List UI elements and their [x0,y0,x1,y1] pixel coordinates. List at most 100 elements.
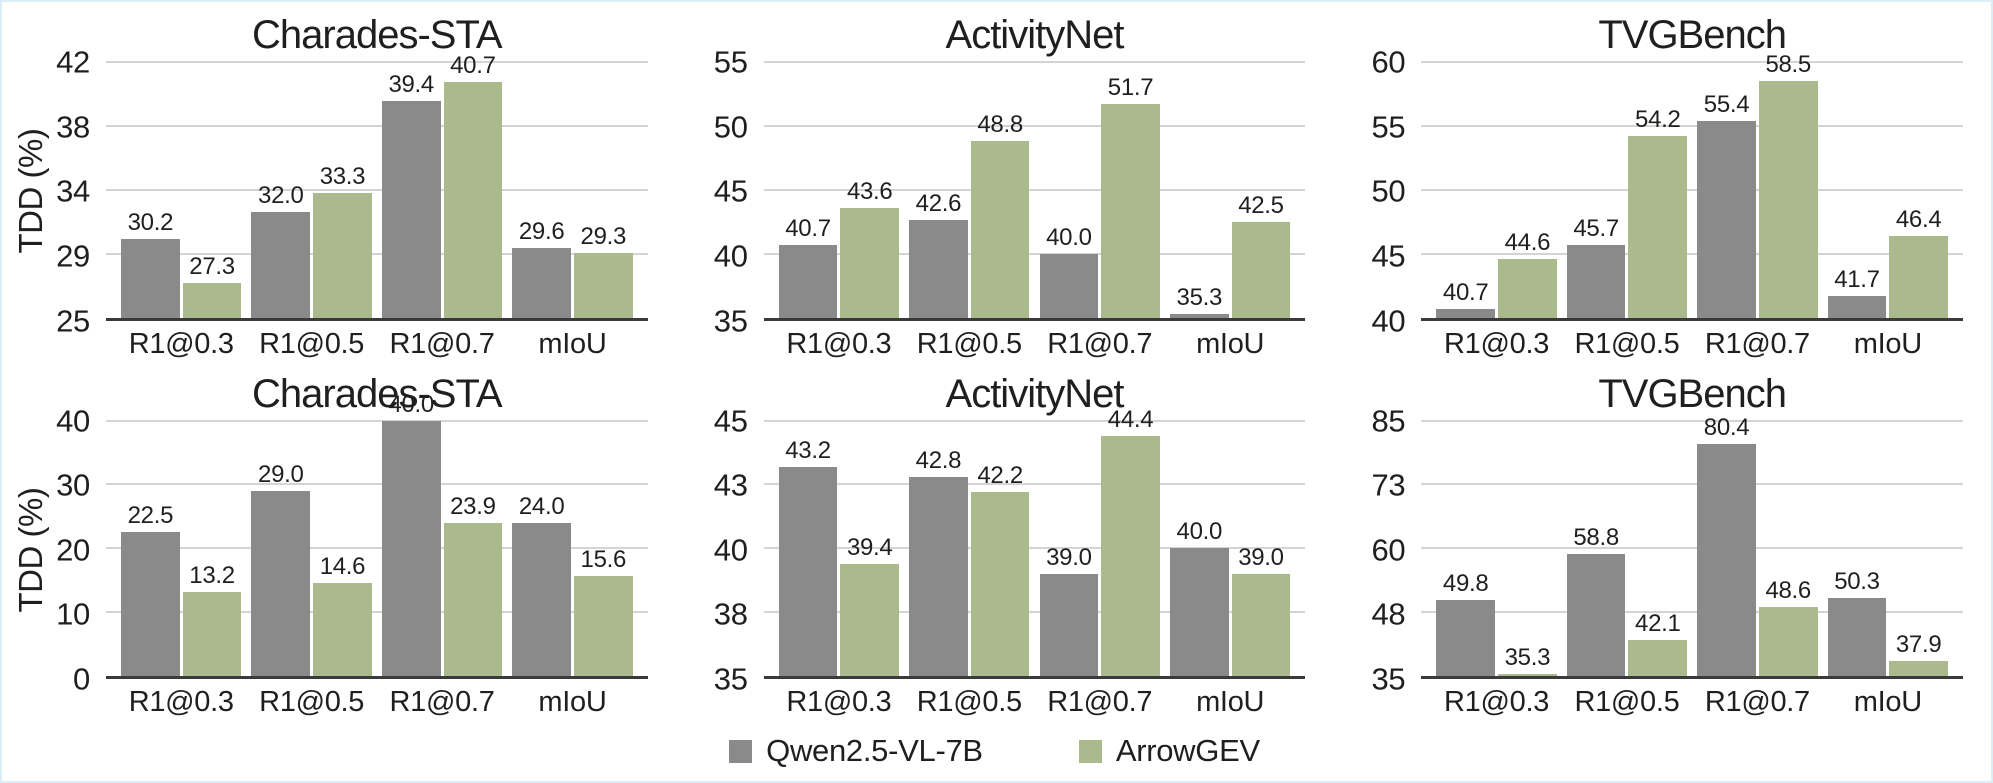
y-tick-label: 48 [1371,596,1406,632]
x-tick-label: R1@0.7 [1704,686,1810,718]
bar-group-r1-0-7: 55.4 58.5 [1692,52,1822,318]
y-tick-label: 60 [1371,532,1406,568]
y-tick-label: 42 [56,44,90,80]
y-tick-label: 38 [713,596,748,632]
bar-value-label: 13.2 [189,561,235,589]
bar-qwen: 29.0 [251,461,311,676]
bar-arrowgev: 40.7 [443,52,503,318]
bar-qwen: 50.3 [1827,568,1887,676]
chart-panel-charades-sta-row2: Charades-STA TDD (%) 40 30 20 10 0 22.5 13.2 29.0… [8,365,666,724]
chart-panel-charades-sta-row1: Charades-STA TDD (%) 42 38 34 29 25 30.2 27.3 32.… [8,6,666,365]
x-tick-label: R1@0.3 [128,686,234,718]
y-tick-label: 40 [56,403,90,438]
x-axis-labels: R1@0.3 R1@0.5 R1@0.7 mIoU [1421,679,1963,723]
bar-value-label: 40.7 [785,214,831,242]
y-tick-label: 50 [713,109,748,145]
legend-item-arrowgev: ArrowGEV [1078,733,1260,769]
gridline [763,124,1306,127]
bar-group-miou: 50.3 37.9 [1823,421,1953,676]
bar-value-label: 14.6 [319,552,366,580]
plot-area: 30.2 27.3 32.0 33.3 39.4 40.7 29.6 29.3 [106,52,648,321]
bar-arrowgev: 27.3 [182,253,242,318]
bar-qwen: 40.0 [1039,224,1099,318]
bar-group-r1-0-3: 43.2 39.4 [774,421,904,676]
bar-value-label: 51.7 [1107,74,1154,102]
bar-group-r1-0-3: 30.2 27.3 [116,62,246,318]
bar-value-label: 40.0 [388,390,434,418]
bar-qwen: 41.7 [1827,266,1887,318]
gridline [106,419,648,422]
y-tick-label: 30 [56,467,90,503]
bar-qwen: 55.4 [1697,91,1756,318]
bar-value-label: 15.6 [580,546,627,574]
legend-swatch-icon [1078,739,1102,763]
bar-group-miou: 40.0 39.0 [1165,421,1295,676]
y-tick-label: 45 [713,173,748,209]
y-axis-ticks: 55 50 45 40 35 [672,47,764,337]
bar-value-label: 58.5 [1765,51,1811,79]
bar-group-r1-0-7: 80.4 48.6 [1692,415,1822,676]
bar-qwen: 29.6 [512,219,571,318]
bar-value-label: 33.3 [319,162,366,190]
bar-value-label: 39.0 [1046,543,1092,571]
x-tick-label: mIoU [538,327,607,360]
bar-qwen: 24.0 [512,493,571,676]
bar-value-label: 40.0 [1046,223,1092,251]
bar-qwen: 30.2 [121,210,180,318]
bar-value-label: 35.3 [1176,283,1223,311]
bar-arrowgev: 37.9 [1889,632,1948,676]
y-tick-label: 40 [713,238,748,274]
x-axis-labels: R1@0.3 R1@0.5 R1@0.7 mIoU [106,321,648,365]
bar-arrowgev: 48.6 [1758,577,1818,676]
bar-qwen: 32.0 [251,183,311,318]
y-tick-label: 45 [713,403,748,438]
y-tick-label: 10 [56,596,90,632]
bar-value-label: 44.4 [1107,405,1154,433]
x-tick-label: mIoU [1196,686,1265,718]
legend-label: ArrowGEV [1115,733,1260,768]
bar-group-miou: 35.3 42.5 [1165,62,1295,318]
bar-arrowgev: 44.4 [1101,406,1160,676]
plot-area: 22.5 13.2 29.0 14.6 40.0 23.9 24.0 15.6 [106,391,648,679]
bar-arrowgev: 48.8 [970,112,1030,318]
bar-groups: 22.5 13.2 29.0 14.6 40.0 23.9 24.0 15.6 [106,391,648,676]
x-axis-labels: R1@0.3 R1@0.5 R1@0.7 mIoU [106,679,648,723]
x-tick-label: R1@0.5 [259,686,365,718]
gridline [106,188,648,191]
bar-value-label: 37.9 [1895,631,1942,659]
bar-qwen: 42.8 [909,447,968,676]
y-tick-label: 45 [1371,238,1406,274]
bar-group-miou: 29.6 29.3 [507,62,637,318]
bar-value-label: 48.6 [1765,576,1811,604]
gridline [1421,252,1963,255]
plot-area: 40.7 43.6 42.6 48.8 40.0 51.7 35.3 42.5 [763,61,1306,321]
chart-title: TVGBench [1598,371,1787,416]
bar-value-label: 40.7 [1442,278,1489,306]
bar-value-label: 27.3 [189,252,235,280]
bar-arrowgev: 29.3 [573,223,633,318]
y-tick-label: 35 [713,303,748,338]
bar-qwen: 49.8 [1436,571,1496,676]
bar-qwen: 40.0 [381,391,441,676]
bar-arrowgev: 35.3 [1498,645,1557,676]
bar-groups: 43.2 39.4 42.8 42.2 39.0 44.4 40.0 39.0 [764,406,1306,676]
bar-value-label: 22.5 [127,502,174,530]
y-tick-label: 20 [56,532,90,568]
gridline [106,61,648,63]
y-tick-label: 60 [1371,44,1406,80]
bar-arrowgev: 44.6 [1498,229,1557,318]
bar-value-label: 30.2 [127,209,174,237]
bar-value-label: 35.3 [1504,644,1551,672]
x-axis-labels: R1@0.3 R1@0.5 R1@0.7 mIoU [1421,321,1963,365]
x-tick-label: R1@0.3 [786,686,892,718]
bar-value-label: 29.6 [518,218,565,246]
legend: Qwen2.5-VL-7B ArrowGEV [8,723,1981,779]
chart-title: ActivityNet [945,371,1125,416]
x-tick-label: mIoU [1196,327,1265,360]
bar-arrowgev: 58.5 [1758,52,1818,318]
gridline [1421,611,1963,614]
gridline [763,188,1306,191]
x-axis-labels: R1@0.3 R1@0.5 R1@0.7 mIoU [764,321,1306,365]
y-tick-label: 0 [73,661,90,697]
bar-group-r1-0-5: 42.8 42.2 [904,421,1034,676]
